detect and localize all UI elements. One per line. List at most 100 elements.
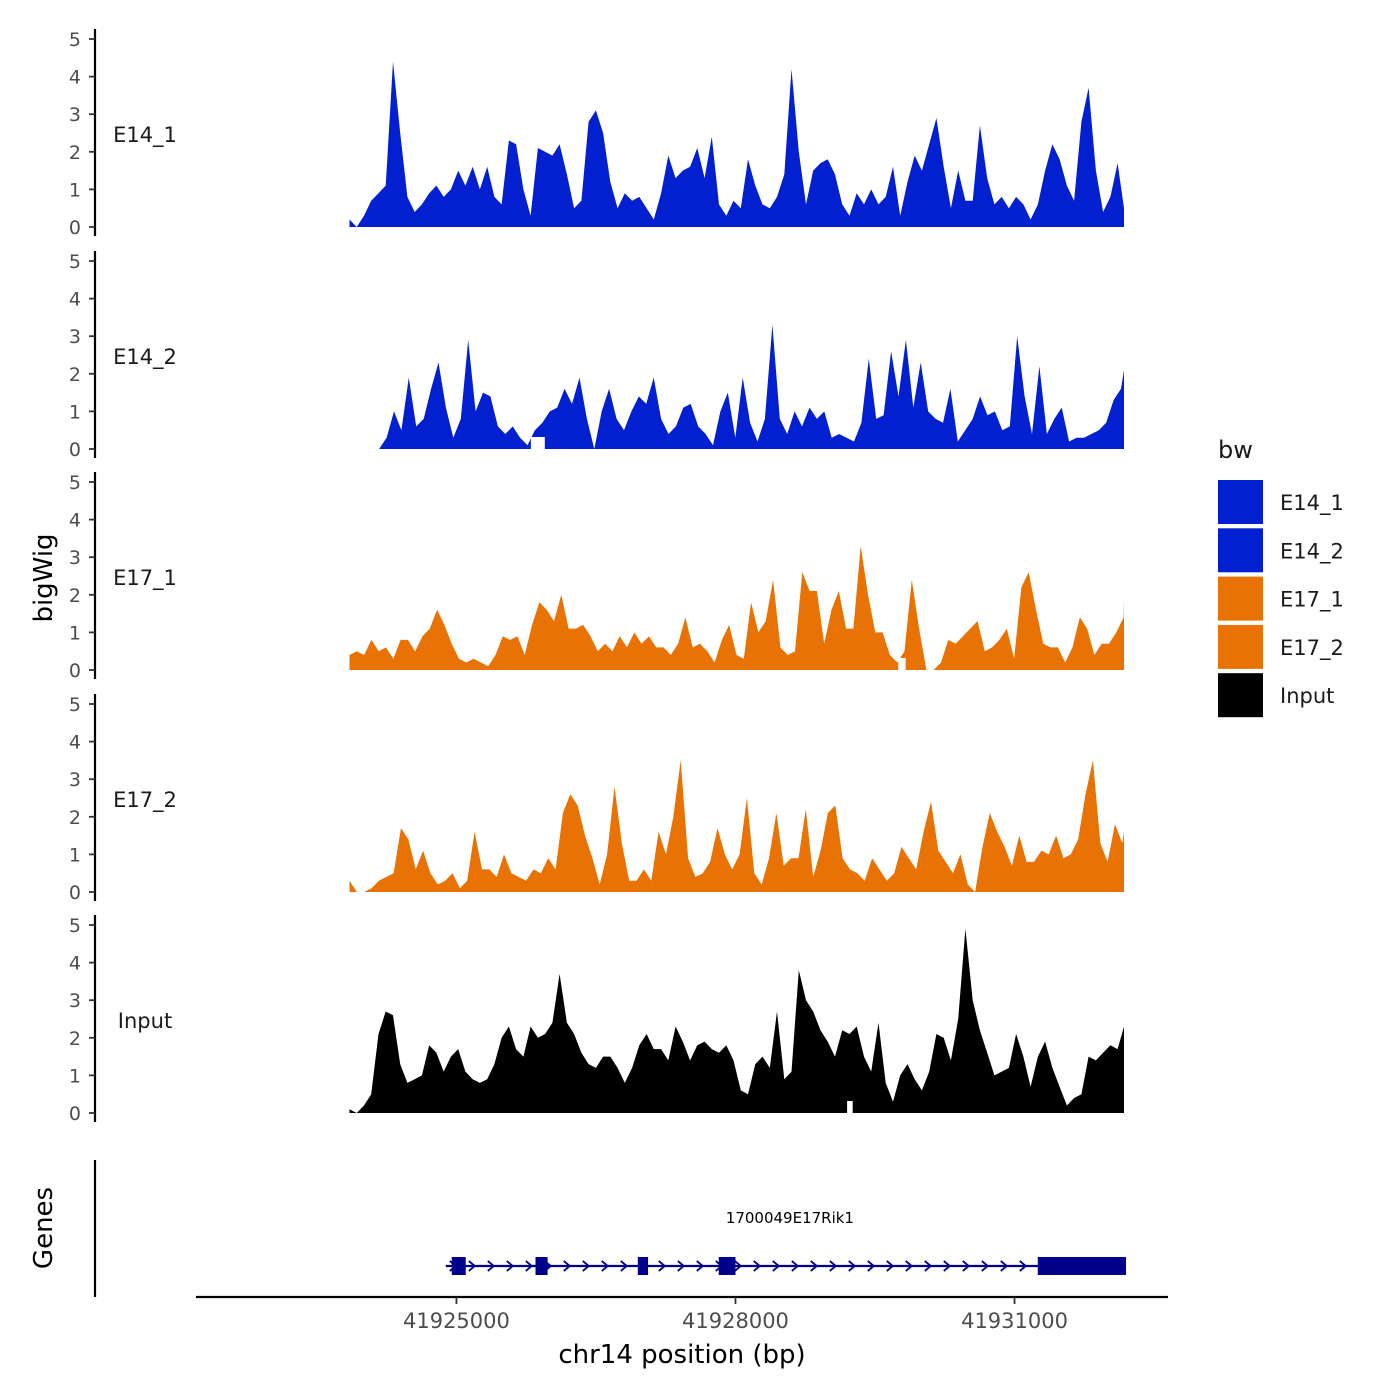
y-tick-label: 4	[69, 289, 81, 311]
y-tick-label: 0	[69, 1103, 81, 1125]
x-axis-title: chr14 position (bp)	[558, 1340, 805, 1370]
y-tick-label: 0	[69, 882, 81, 904]
legend-key-E17_2	[1218, 624, 1263, 669]
strand-arrow	[772, 1260, 781, 1272]
coverage-gap	[898, 658, 906, 672]
gene-name-label: 1700049E17Rik1	[726, 1209, 854, 1227]
y-tick-label: 1	[69, 844, 81, 866]
strand-arrow	[829, 1260, 838, 1272]
y-tick-label: 1	[69, 1065, 81, 1087]
strand-arrow	[487, 1260, 496, 1272]
genes-panel: 1700049E17Rik1	[93, 1160, 1126, 1297]
exon	[451, 1257, 466, 1275]
strand-arrow	[848, 1260, 857, 1272]
y-tick-label: 0	[69, 660, 81, 682]
strand-arrow	[696, 1260, 705, 1272]
exon	[718, 1257, 736, 1275]
track-label: E17_2	[113, 788, 177, 813]
strand-arrow	[791, 1260, 800, 1272]
strand-arrow	[658, 1260, 667, 1272]
area-E14_2	[349, 324, 1124, 449]
legend-label-E17_2: E17_2	[1280, 636, 1344, 661]
y-tick-label: 5	[69, 472, 81, 494]
y-tick-label: 2	[69, 364, 81, 386]
y-tick-label: 0	[69, 439, 81, 461]
track-label: E14_1	[113, 123, 177, 148]
strand-arrow	[734, 1260, 743, 1272]
y-tick-label: 3	[69, 547, 81, 569]
strand-arrow	[943, 1260, 952, 1272]
x-tick-label: 41925000	[403, 1309, 510, 1333]
genes-axis-title: Genes	[29, 1187, 59, 1269]
legend-label-E17_1: E17_1	[1280, 588, 1344, 613]
y-tick-label: 5	[69, 251, 81, 273]
strand-arrow	[563, 1260, 572, 1272]
strand-arrow	[962, 1260, 971, 1272]
legend-title: bw	[1218, 436, 1253, 464]
area-E17_1	[349, 545, 1124, 670]
y-tick-label: 5	[69, 694, 81, 716]
track-label: E17_1	[113, 566, 177, 591]
legend-label-E14_1: E14_1	[1280, 491, 1344, 516]
area-Input	[349, 928, 1124, 1113]
x-tick-label: 41928000	[682, 1309, 789, 1333]
exon	[637, 1257, 649, 1275]
track-E14_2: 0 1 2 3 4 5 E14_2	[69, 251, 1124, 461]
area-E14_1	[349, 61, 1124, 227]
y-tick-label: 4	[69, 510, 81, 532]
y-axis-title: bigWig	[29, 533, 59, 622]
legend-label-E14_2: E14_2	[1280, 539, 1344, 564]
strand-arrow	[1000, 1260, 1009, 1272]
strand-arrow	[525, 1260, 534, 1272]
y-tick-label: 4	[69, 953, 81, 975]
legend: bw E14_1 E14_2 E17_1 E17_2 Input	[1218, 436, 1344, 718]
x-axis: 41925000 41928000 41931000	[196, 1295, 1168, 1333]
track-label: E14_2	[113, 345, 177, 370]
exon	[1037, 1257, 1126, 1275]
y-tick-label: 1	[69, 179, 81, 201]
y-tick-label: 3	[69, 990, 81, 1012]
track-E17_2: 0 1 2 3 4 5 E17_2	[69, 694, 1124, 904]
track-E17_1: 0 1 2 3 4 5 E17_1	[69, 472, 1124, 682]
strand-arrow	[468, 1260, 477, 1272]
strand-arrow	[924, 1260, 933, 1272]
strand-arrow	[905, 1260, 914, 1272]
y-tick-label: 4	[69, 67, 81, 89]
strand-arrow	[1019, 1260, 1028, 1272]
legend-label-Input: Input	[1280, 684, 1334, 708]
y-tick-label: 1	[69, 622, 81, 644]
legend-key-E14_1	[1218, 480, 1263, 524]
strand-arrow	[753, 1260, 762, 1272]
y-tick-label: 2	[69, 142, 81, 164]
gene-1700049E17Rik1: 1700049E17Rik1	[445, 1209, 1126, 1275]
y-tick-label: 2	[69, 1028, 81, 1050]
track-E14_1: 0 1 2 3 4 5 E14_1	[69, 29, 1124, 239]
strand-arrow	[677, 1260, 686, 1272]
y-tick-label: 1	[69, 401, 81, 423]
strand-arrow	[981, 1260, 990, 1272]
strand-arrow	[506, 1260, 515, 1272]
track-panels: 0 1 2 3 4 5 E14_1 0 1 2 3 4 5 E14_2 0 1 2 3 4 5 E17_1 0 1 2 3 4 5 E…	[69, 29, 1124, 1125]
y-tick-label: 5	[69, 29, 81, 51]
y-tick-label: 3	[69, 104, 81, 126]
y-tick-label: 4	[69, 732, 81, 754]
strand-arrow	[582, 1260, 591, 1272]
legend-key-E17_1	[1218, 576, 1263, 621]
coverage-gap	[530, 437, 545, 451]
y-tick-label: 2	[69, 807, 81, 829]
area-E17_2	[349, 749, 1124, 892]
exon	[535, 1257, 548, 1275]
y-tick-label: 3	[69, 326, 81, 348]
strand-arrow	[867, 1260, 876, 1272]
y-tick-label: 5	[69, 915, 81, 937]
track-label: Input	[118, 1009, 172, 1033]
x-tick-label: 41931000	[961, 1309, 1068, 1333]
y-tick-label: 3	[69, 769, 81, 791]
strand-arrow	[810, 1260, 819, 1272]
legend-key-Input	[1218, 673, 1263, 718]
y-tick-label: 2	[69, 585, 81, 607]
y-tick-label: 0	[69, 217, 81, 239]
strand-arrow	[620, 1260, 629, 1272]
legend-key-E14_2	[1218, 528, 1263, 573]
